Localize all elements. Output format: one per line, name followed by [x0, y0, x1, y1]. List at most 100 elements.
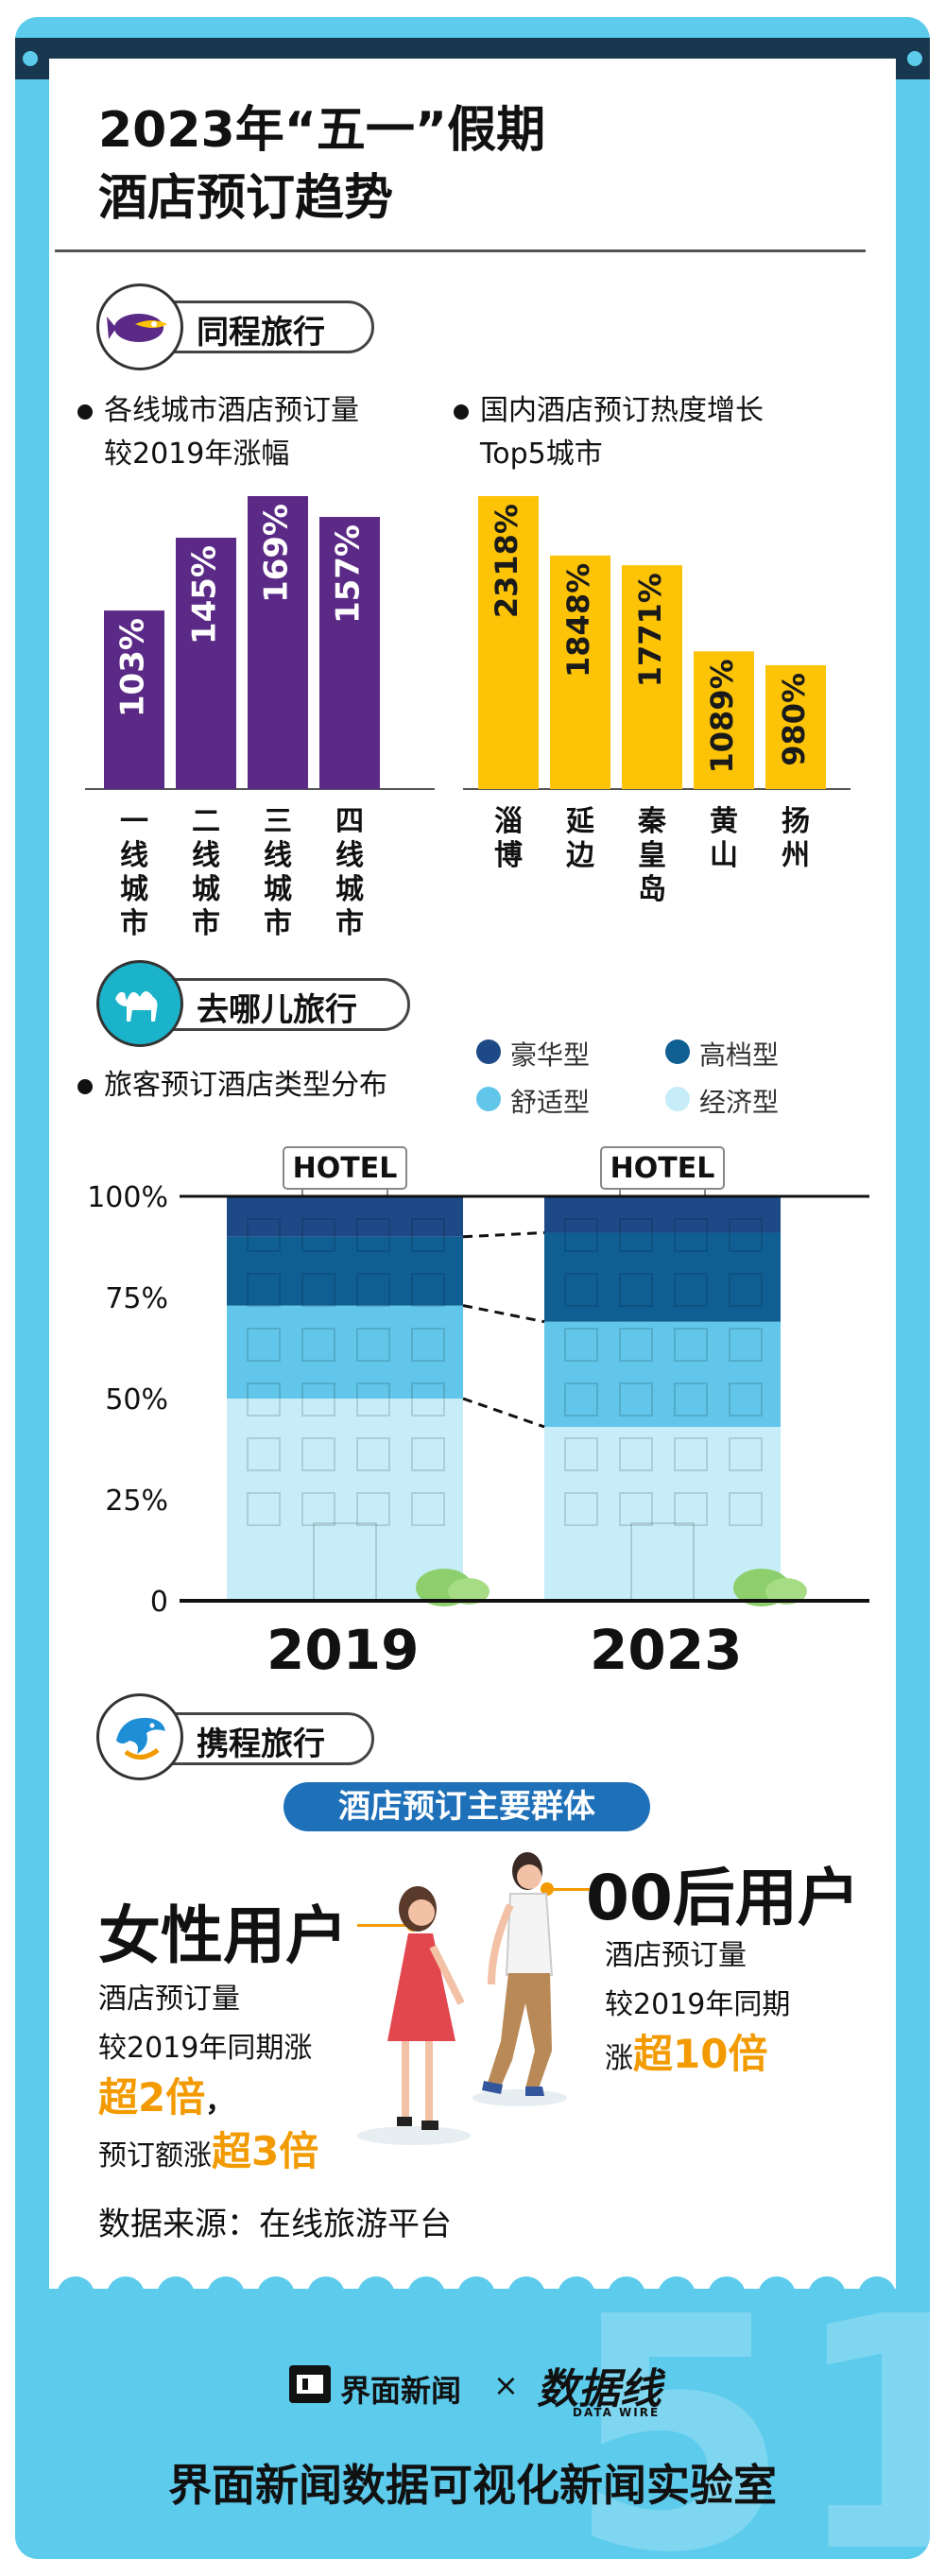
- ctrip-badge: 酒店预订主要群体: [284, 1782, 650, 1831]
- data-label: 157%: [330, 524, 368, 624]
- gen00-desc: 酒店预订量 较2019年同期 涨超10倍: [605, 1932, 790, 2084]
- qunar-name: 去哪儿旅行: [197, 991, 357, 1029]
- category-label: 淄: [494, 805, 523, 838]
- data-label: 169%: [258, 504, 296, 603]
- data-label: 1771%: [632, 573, 668, 687]
- window: [411, 1382, 445, 1417]
- window: [619, 1273, 653, 1307]
- window: [247, 1273, 281, 1307]
- title-line-1: 2023年“五一”假期: [98, 102, 546, 159]
- window: [301, 1492, 335, 1526]
- data-label: 145%: [186, 545, 224, 644]
- legend-swatch-luxury: [476, 1039, 501, 1064]
- gen00-pointer-dot: [541, 1882, 554, 1896]
- gen00-desc-line1: 酒店预订量: [605, 1939, 747, 1972]
- window: [619, 1437, 653, 1471]
- category-label: 扬: [782, 805, 810, 838]
- window: [564, 1492, 598, 1526]
- bar: [176, 538, 236, 789]
- data-label: 980%: [776, 673, 812, 766]
- window: [674, 1382, 708, 1417]
- category-label: 市: [192, 907, 220, 940]
- ctrip-name: 携程旅行: [197, 1726, 325, 1763]
- stack-segment: [227, 1236, 463, 1306]
- chart1-title: 各线城市酒店预订量 较2019年涨幅: [104, 389, 359, 476]
- category-label: 城: [120, 873, 148, 906]
- category-label: 山: [710, 839, 738, 872]
- window: [301, 1382, 335, 1417]
- chart3-title: 旅客预订酒店类型分布: [104, 1069, 387, 1102]
- data-label: 103%: [114, 618, 152, 717]
- window: [301, 1218, 335, 1252]
- y-tick-label: 100%: [87, 1181, 168, 1214]
- female-comma: ，: [205, 2086, 234, 2119]
- category-label: 黄: [710, 805, 738, 838]
- window: [674, 1273, 708, 1307]
- category-label: 三: [264, 805, 292, 838]
- category-label: 岛: [638, 873, 666, 906]
- bar: [622, 565, 682, 789]
- category-label: 市: [264, 907, 292, 940]
- legend-label-luxury: 豪华型: [510, 1039, 591, 1071]
- connector-line: [462, 1397, 545, 1429]
- title-line-2: 酒店预订趋势: [98, 170, 394, 227]
- window: [356, 1492, 390, 1526]
- window: [729, 1437, 763, 1471]
- footer-main-title: 界面新闻数据可视化新闻实验室: [168, 2460, 777, 2511]
- legend-swatch-comfort: [476, 1087, 501, 1111]
- bar-dot-right: [907, 51, 922, 66]
- dolphin-icon: [116, 1717, 165, 1760]
- window: [564, 1437, 598, 1471]
- window: [564, 1273, 598, 1307]
- tongcheng-name: 同程旅行: [197, 314, 325, 352]
- year-label-2019: 2019: [266, 1618, 420, 1682]
- female-desc-line1: 酒店预订量: [98, 1983, 240, 2016]
- woman-figure: [387, 1886, 465, 2130]
- data-label: 1848%: [560, 563, 596, 678]
- window: [356, 1273, 390, 1307]
- female-desc: 酒店预订量 较2019年同期涨 超2倍， 预订额涨超3倍: [98, 1975, 318, 2181]
- y-tick-label: 50%: [105, 1383, 168, 1417]
- window: [619, 1382, 653, 1417]
- stack-segment: [544, 1196, 781, 1233]
- hotel-sign: [600, 1146, 725, 1190]
- legend-swatch-economy: [665, 1087, 690, 1111]
- bar: [765, 664, 826, 789]
- footer-times: ×: [493, 2367, 519, 2403]
- bar: [694, 651, 754, 789]
- window: [619, 1492, 653, 1526]
- window: [356, 1218, 390, 1252]
- bar-dot-left: [23, 51, 38, 66]
- stack-segment: [227, 1399, 463, 1601]
- window: [619, 1218, 653, 1252]
- bar: [319, 517, 380, 789]
- window: [729, 1328, 763, 1362]
- bullet-3: [77, 1079, 93, 1094]
- data-label: 1089%: [704, 659, 740, 773]
- category-label: 线: [264, 839, 292, 872]
- window: [247, 1328, 281, 1362]
- legend-label-economy: 经济型: [699, 1087, 780, 1118]
- y-tick-label: 75%: [105, 1282, 168, 1315]
- man-figure: [482, 1852, 554, 2096]
- tongcheng-fish-icon: [107, 314, 167, 342]
- legend-swatch-upscale: [665, 1039, 690, 1064]
- female-desc-line3: 预订额涨: [98, 2139, 212, 2172]
- window: [247, 1382, 281, 1417]
- category-label: 线: [120, 839, 148, 872]
- people-illustration: [357, 1852, 567, 2145]
- y-tick-label: 25%: [105, 1485, 168, 1518]
- top5-city-bar-chart: 2318% 淄博 1848% 延边 1771% 秦皇岛 1089% 黄山 980% 扬州: [463, 496, 850, 906]
- category-label: 延: [565, 805, 595, 838]
- window: [411, 1273, 445, 1307]
- window: [729, 1382, 763, 1417]
- category-label: 线: [335, 839, 364, 872]
- window: [356, 1382, 390, 1417]
- content-paper: [49, 59, 896, 2289]
- window: [356, 1328, 390, 1362]
- y-tick-label: 0: [150, 1586, 168, 1619]
- window: [619, 1328, 653, 1362]
- connector-line: [462, 1304, 545, 1324]
- gen00-desc-line2: 较2019年同期: [605, 1988, 791, 2021]
- data-label: 2318%: [489, 504, 524, 618]
